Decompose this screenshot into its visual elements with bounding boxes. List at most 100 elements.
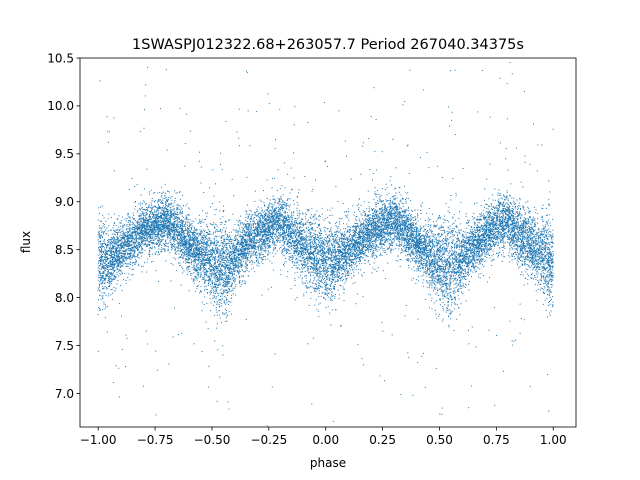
data-point xyxy=(410,238,412,240)
data-point xyxy=(535,231,537,233)
data-point xyxy=(103,242,105,244)
data-point xyxy=(433,237,435,239)
data-point xyxy=(281,240,283,242)
data-point xyxy=(303,245,305,247)
data-point xyxy=(475,238,477,240)
data-point xyxy=(157,240,159,242)
data-point xyxy=(367,239,369,241)
data-point xyxy=(432,265,434,267)
data-point xyxy=(185,255,187,257)
data-point xyxy=(196,268,198,270)
data-point xyxy=(479,247,481,249)
data-point xyxy=(513,227,515,229)
data-point xyxy=(396,208,398,210)
data-point xyxy=(525,264,527,266)
data-point xyxy=(535,235,537,237)
data-point xyxy=(131,262,133,264)
data-point xyxy=(297,242,299,244)
data-point xyxy=(511,253,513,255)
data-point xyxy=(268,246,270,248)
data-point xyxy=(301,260,303,262)
data-point xyxy=(543,286,545,288)
data-point xyxy=(382,231,384,233)
data-point xyxy=(240,259,242,261)
data-point xyxy=(505,216,507,218)
data-point xyxy=(179,221,181,223)
data-point xyxy=(402,104,404,106)
data-point xyxy=(404,210,406,212)
data-point xyxy=(139,227,141,229)
data-point xyxy=(324,293,326,295)
data-point xyxy=(403,228,405,230)
data-point xyxy=(353,258,355,260)
data-point xyxy=(113,225,115,227)
data-point xyxy=(173,234,175,236)
data-point xyxy=(181,213,183,215)
data-point xyxy=(423,251,425,253)
data-point xyxy=(458,276,460,278)
data-point xyxy=(463,235,465,237)
data-point xyxy=(291,236,293,238)
data-point xyxy=(141,224,143,226)
data-point xyxy=(217,279,219,281)
data-point xyxy=(155,211,157,213)
data-point xyxy=(370,214,372,216)
data-point xyxy=(170,228,172,230)
data-point xyxy=(261,221,263,223)
data-point xyxy=(319,214,321,216)
data-point xyxy=(156,230,157,232)
data-point xyxy=(318,260,320,262)
data-point xyxy=(465,238,467,239)
data-point xyxy=(269,217,271,219)
data-point xyxy=(186,229,188,231)
data-point xyxy=(230,268,232,270)
data-point xyxy=(286,253,287,254)
data-point xyxy=(100,257,102,259)
data-point xyxy=(203,276,205,278)
data-point xyxy=(381,215,383,217)
data-point xyxy=(179,191,181,193)
data-point xyxy=(468,222,469,224)
data-point xyxy=(347,259,349,261)
data-point xyxy=(492,216,494,218)
data-point xyxy=(452,223,454,225)
data-point xyxy=(131,257,133,259)
data-point xyxy=(102,244,103,246)
data-point xyxy=(254,212,256,213)
data-point xyxy=(203,245,205,247)
data-point xyxy=(294,279,296,281)
data-point xyxy=(123,255,125,257)
data-point xyxy=(322,261,324,263)
data-point xyxy=(411,231,413,233)
data-point xyxy=(387,219,389,221)
data-point xyxy=(382,235,384,237)
data-point xyxy=(429,265,431,267)
data-point xyxy=(173,237,175,239)
data-point xyxy=(305,282,306,284)
data-point xyxy=(215,269,217,271)
data-point xyxy=(297,214,299,216)
data-point xyxy=(510,224,512,226)
data-point xyxy=(198,269,200,271)
data-point xyxy=(520,247,522,249)
data-point xyxy=(203,221,205,223)
data-point xyxy=(411,249,413,251)
data-point xyxy=(301,239,303,241)
data-point xyxy=(412,260,414,262)
data-point xyxy=(548,219,549,221)
data-point xyxy=(279,215,281,217)
data-point xyxy=(275,208,276,210)
data-point xyxy=(272,241,274,243)
data-point xyxy=(390,205,391,207)
data-point xyxy=(148,229,150,231)
data-point xyxy=(537,272,539,274)
data-point xyxy=(167,234,169,236)
data-point xyxy=(216,225,218,227)
data-point xyxy=(119,247,120,249)
data-point xyxy=(307,230,309,231)
data-point xyxy=(547,224,549,226)
data-point xyxy=(323,238,325,240)
data-point xyxy=(384,205,385,207)
data-point xyxy=(133,248,135,250)
data-point xyxy=(373,198,375,200)
